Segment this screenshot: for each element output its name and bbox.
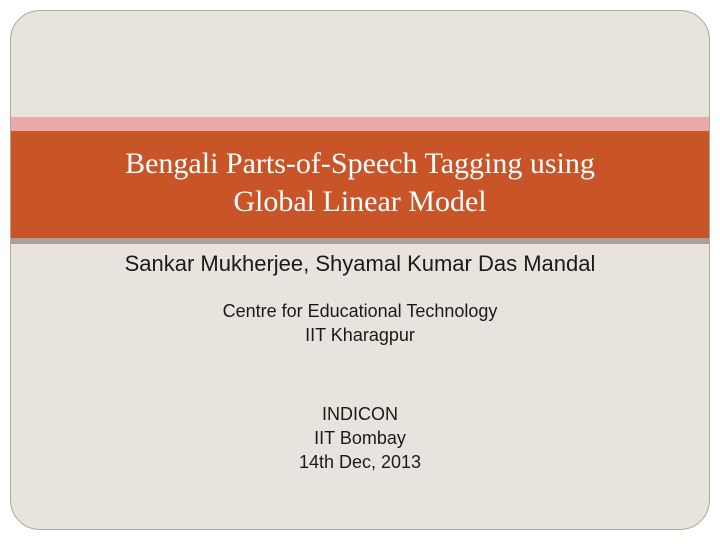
affiliation-block: Centre for Educational Technology IIT Kh… — [11, 299, 709, 348]
authors-text: Sankar Mukherjee, Shyamal Kumar Das Mand… — [11, 251, 709, 277]
content-block: Sankar Mukherjee, Shyamal Kumar Das Mand… — [11, 251, 709, 474]
slide-container: Bengali Parts-of-Speech Tagging using Gl… — [10, 10, 710, 530]
affiliation-line-2: IIT Kharagpur — [11, 323, 709, 347]
conference-line-2: IIT Bombay — [11, 426, 709, 450]
title-band: Bengali Parts-of-Speech Tagging using Gl… — [11, 131, 709, 238]
title-line-1: Bengali Parts-of-Speech Tagging using — [41, 145, 679, 183]
conference-block: INDICON IIT Bombay 14th Dec, 2013 — [11, 402, 709, 475]
accent-band-bottom — [11, 238, 709, 244]
affiliation-line-1: Centre for Educational Technology — [11, 299, 709, 323]
title-block: Bengali Parts-of-Speech Tagging using Gl… — [11, 117, 709, 244]
accent-band-top — [11, 117, 709, 131]
conference-line-3: 14th Dec, 2013 — [11, 450, 709, 474]
title-line-2: Global Linear Model — [41, 183, 679, 221]
conference-line-1: INDICON — [11, 402, 709, 426]
